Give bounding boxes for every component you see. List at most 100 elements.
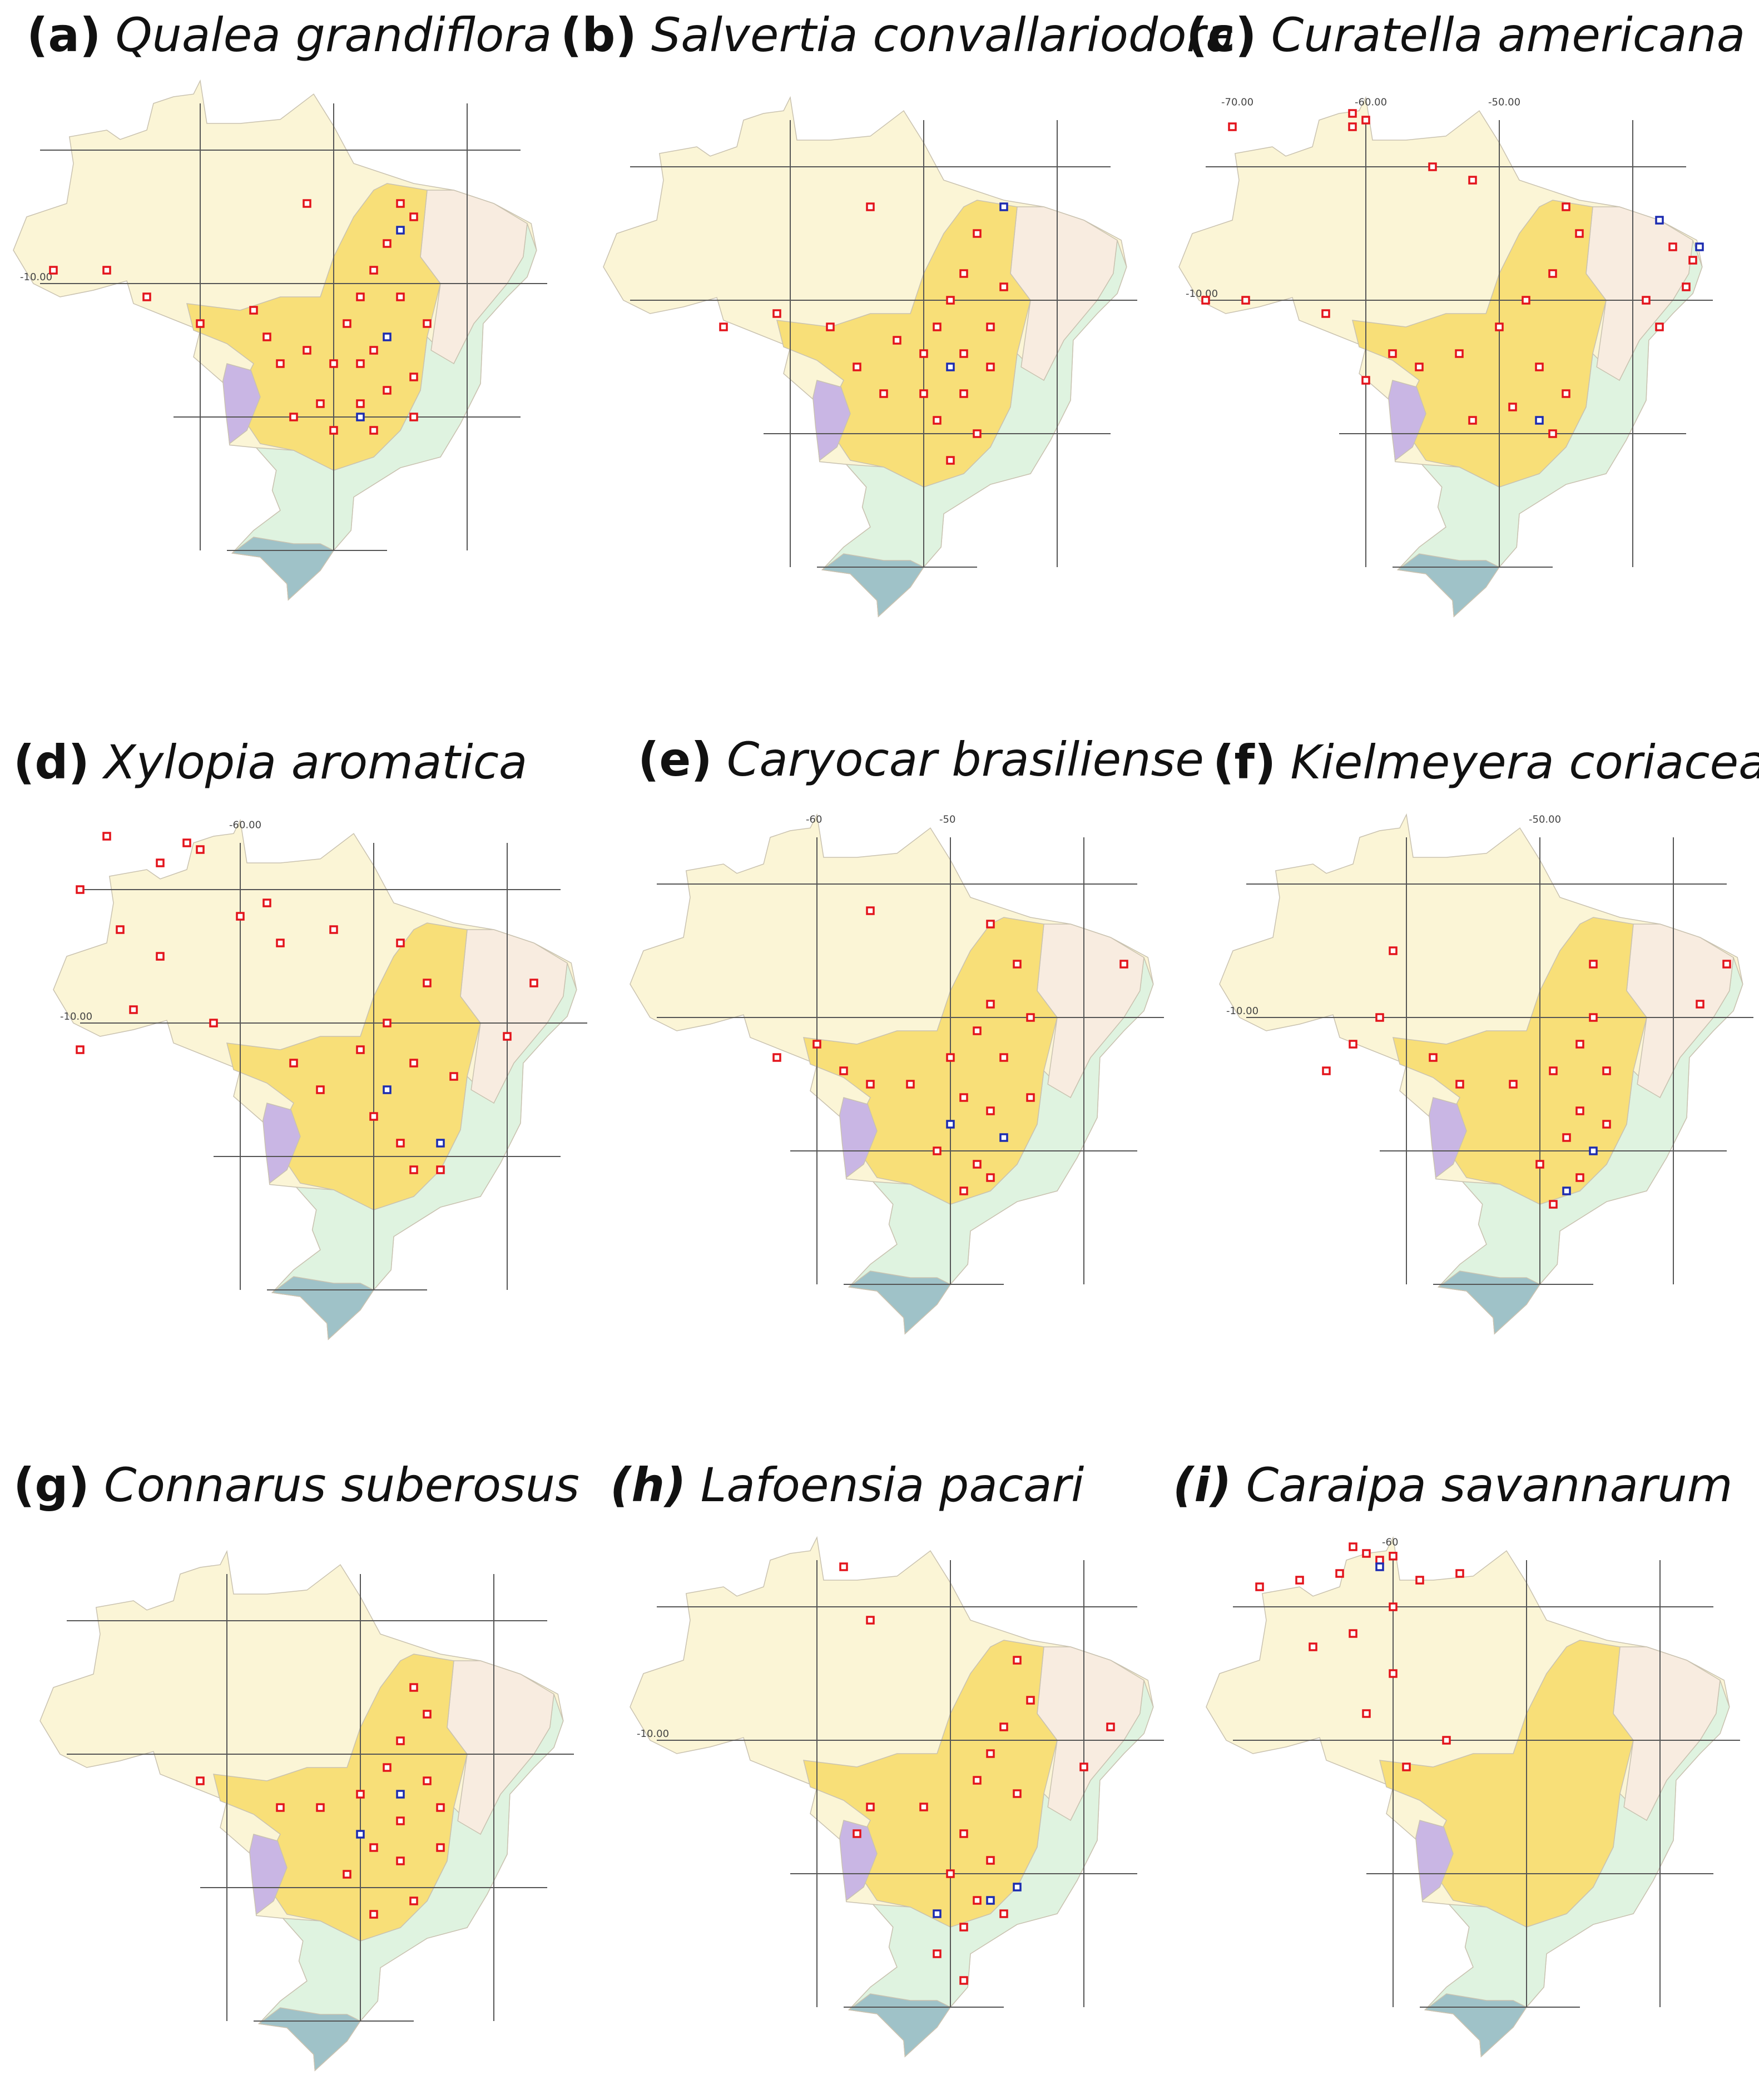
occurrence-marker <box>973 1160 982 1169</box>
occurrence-marker <box>129 1005 138 1014</box>
occurrence-marker <box>946 1869 955 1878</box>
occurrence-marker <box>1375 1013 1384 1022</box>
occurrence-marker <box>933 1909 942 1918</box>
occurrence-marker <box>356 292 365 301</box>
occurrence-marker <box>1455 349 1464 358</box>
occurrence-marker <box>1013 1656 1022 1665</box>
occurrence-marker <box>986 1856 995 1865</box>
map-panel: (a) Qualea grandiflora -10.00 <box>13 8 552 600</box>
occurrence-marker <box>396 939 405 947</box>
species-name: Xylopia aromatica <box>102 735 527 790</box>
occurrence-marker <box>369 426 378 435</box>
occurrence-marker <box>356 1790 365 1799</box>
occurrence-marker <box>1589 1013 1598 1022</box>
occurrence-marker <box>1535 1160 1544 1169</box>
occurrence-marker <box>1549 1066 1558 1075</box>
occurrence-marker <box>1389 1669 1398 1678</box>
occurrence-marker <box>156 952 165 961</box>
grid-label: -60 <box>1382 1537 1398 1548</box>
occurrence-marker <box>946 456 955 465</box>
occurrence-marker <box>1013 1789 1022 1798</box>
species-name: Salvertia convallariodora <box>651 8 1235 62</box>
occurrence-marker <box>396 1856 405 1865</box>
occurrence-marker <box>1655 322 1664 331</box>
occurrence-marker <box>959 1923 968 1932</box>
panel-label: (c) <box>1186 8 1257 62</box>
species-name: Caraipa savannarum <box>1246 1458 1733 1512</box>
occurrence-marker <box>959 349 968 358</box>
occurrence-marker <box>289 1059 298 1068</box>
occurrence-marker <box>1602 1066 1611 1075</box>
occurrence-marker <box>396 292 405 301</box>
occurrence-marker <box>276 359 285 368</box>
occurrence-marker <box>396 1736 405 1745</box>
occurrence-marker <box>853 363 861 371</box>
brazil-map <box>40 1551 574 2071</box>
occurrence-marker <box>1495 322 1504 331</box>
occurrence-marker <box>839 1562 848 1571</box>
panel-label: (d) <box>13 735 90 790</box>
occurrence-marker <box>933 416 942 425</box>
occurrence-marker <box>436 1803 445 1812</box>
occurrence-marker <box>986 363 995 371</box>
occurrence-marker <box>1468 176 1477 185</box>
occurrence-marker <box>959 389 968 398</box>
occurrence-marker <box>1335 1569 1344 1578</box>
brazil-map <box>603 97 1137 617</box>
occurrence-marker <box>116 925 125 934</box>
occurrence-marker <box>409 1059 418 1068</box>
occurrence-marker <box>973 1026 982 1035</box>
panel-label: (b) <box>561 8 637 62</box>
panel-label: (e) <box>638 732 712 787</box>
occurrence-marker <box>959 1976 968 1985</box>
occurrence-marker <box>1321 309 1330 318</box>
grid-label: -60 <box>806 814 822 826</box>
occurrence-marker <box>1642 296 1651 305</box>
occurrence-marker <box>986 1173 995 1182</box>
occurrence-marker <box>383 386 392 395</box>
occurrence-marker <box>1428 162 1437 171</box>
occurrence-marker <box>946 296 955 305</box>
occurrence-marker <box>826 322 835 331</box>
occurrence-marker <box>1548 429 1557 438</box>
occurrence-marker <box>986 920 995 929</box>
map-panel: (d) Xylopia aromatica -60.00 -10.00 <box>13 735 587 1339</box>
occurrence-marker <box>906 1080 915 1089</box>
occurrence-marker <box>1322 1066 1331 1075</box>
occurrence-marker <box>289 413 298 421</box>
panel-label: (h) <box>610 1458 686 1512</box>
occurrence-marker <box>1362 1549 1371 1558</box>
occurrence-marker <box>102 832 111 841</box>
occurrence-marker <box>396 1816 405 1825</box>
occurrence-marker <box>1349 1629 1357 1638</box>
occurrence-marker <box>1375 1562 1384 1571</box>
occurrence-marker <box>1589 960 1598 969</box>
occurrence-marker <box>1562 202 1570 211</box>
grid-label: -50.00 <box>1488 97 1520 108</box>
occurrence-marker <box>1549 1200 1558 1209</box>
occurrence-marker <box>76 1045 85 1054</box>
occurrence-marker <box>383 1019 392 1027</box>
species-name: Lafoensia pacari <box>701 1458 1084 1512</box>
occurrence-marker <box>409 1165 418 1174</box>
occurrence-marker <box>959 1093 968 1102</box>
grid-label: -60.00 <box>1355 97 1387 108</box>
occurrence-marker <box>316 399 325 408</box>
occurrence-marker <box>1201 296 1210 305</box>
occurrence-marker <box>1415 363 1424 371</box>
occurrence-marker <box>316 1803 325 1812</box>
occurrence-marker <box>262 898 271 907</box>
occurrence-marker <box>772 1053 781 1062</box>
occurrence-marker <box>1079 1763 1088 1771</box>
occurrence-marker <box>1695 242 1704 251</box>
occurrence-marker <box>369 266 378 275</box>
species-name: Qualea grandiflora <box>115 8 552 62</box>
occurrence-marker <box>1295 1576 1304 1585</box>
grid-label: -50.00 <box>1529 814 1561 826</box>
occurrence-marker <box>973 429 982 438</box>
occurrence-marker <box>1228 122 1237 131</box>
occurrence-marker <box>1696 1000 1705 1009</box>
map-panel: (f) Kielmeyera coriacea -50.00 -10.00 <box>1213 735 1759 1334</box>
map-panel: (g) Connarus suberosus <box>13 1458 579 2071</box>
occurrence-marker <box>102 266 111 275</box>
